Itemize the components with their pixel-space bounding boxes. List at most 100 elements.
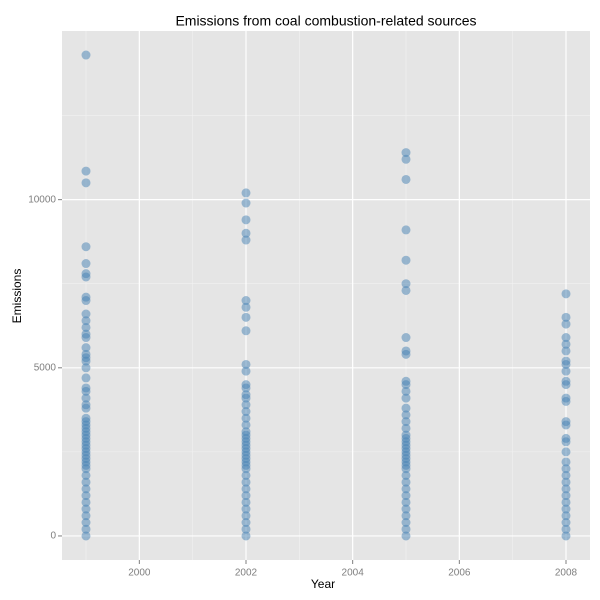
point	[241, 407, 251, 417]
point	[561, 359, 571, 369]
point	[241, 413, 251, 423]
point	[81, 386, 91, 396]
point	[241, 312, 251, 322]
y-axis-label: Emissions	[10, 269, 24, 324]
point	[81, 511, 91, 521]
point	[401, 504, 411, 514]
point	[241, 296, 251, 306]
point	[81, 531, 91, 541]
point	[81, 309, 91, 319]
point	[241, 504, 251, 514]
point	[561, 396, 571, 406]
point	[401, 417, 411, 427]
point	[401, 393, 411, 403]
point	[81, 464, 91, 474]
point	[81, 343, 91, 353]
point	[561, 437, 571, 447]
point	[561, 380, 571, 390]
point	[401, 511, 411, 521]
x-tick-label: 2002	[235, 568, 258, 579]
point	[561, 464, 571, 474]
point	[81, 166, 91, 176]
point	[81, 50, 91, 60]
point	[241, 477, 251, 487]
x-tick-label: 2000	[128, 568, 151, 579]
point	[561, 289, 571, 299]
point	[561, 319, 571, 329]
point	[401, 524, 411, 534]
point	[561, 312, 571, 322]
point	[561, 511, 571, 521]
point	[241, 420, 251, 430]
point	[81, 470, 91, 480]
point	[81, 491, 91, 501]
point	[81, 363, 91, 373]
point	[561, 470, 571, 480]
point	[401, 386, 411, 396]
point	[561, 491, 571, 501]
point	[81, 356, 91, 366]
plot-panel	[62, 31, 590, 560]
point	[561, 339, 571, 349]
point	[81, 272, 91, 282]
point	[241, 400, 251, 410]
point	[401, 518, 411, 528]
x-axis-label: Year	[311, 577, 335, 591]
point	[81, 322, 91, 332]
point	[241, 524, 251, 534]
point	[561, 366, 571, 376]
point	[81, 178, 91, 188]
chart-title: Emissions from coal combustion-related s…	[175, 13, 476, 29]
point	[81, 242, 91, 252]
point	[401, 285, 411, 295]
point	[401, 423, 411, 433]
point	[561, 524, 571, 534]
point	[561, 447, 571, 457]
point	[241, 215, 251, 225]
y-tick-label: 0	[50, 531, 56, 542]
point	[81, 393, 91, 403]
point	[81, 373, 91, 383]
point	[401, 349, 411, 359]
point	[401, 531, 411, 541]
point	[401, 464, 411, 474]
point	[401, 477, 411, 487]
point	[561, 484, 571, 494]
point	[401, 279, 411, 289]
point	[241, 470, 251, 480]
point	[401, 255, 411, 265]
point	[241, 359, 251, 369]
point	[561, 457, 571, 467]
y-tick-label: 10000	[28, 194, 56, 205]
point	[241, 511, 251, 521]
point	[81, 477, 91, 487]
point	[561, 333, 571, 343]
x-tick-label: 2008	[555, 568, 578, 579]
point	[561, 497, 571, 507]
point	[241, 383, 251, 393]
point	[81, 316, 91, 326]
point	[561, 420, 571, 430]
point	[561, 504, 571, 514]
point	[401, 380, 411, 390]
point	[401, 154, 411, 164]
point	[81, 259, 91, 269]
point	[401, 333, 411, 343]
point	[241, 393, 251, 403]
y-tick-label: 5000	[34, 362, 57, 373]
x-tick-label: 2006	[448, 568, 471, 579]
point	[241, 326, 251, 336]
point	[561, 477, 571, 487]
point	[561, 531, 571, 541]
point	[401, 491, 411, 501]
point	[561, 346, 571, 356]
point	[241, 497, 251, 507]
point	[401, 403, 411, 413]
point	[401, 484, 411, 494]
point	[241, 198, 251, 208]
point	[241, 491, 251, 501]
point	[401, 225, 411, 235]
point	[401, 497, 411, 507]
point	[81, 296, 91, 306]
